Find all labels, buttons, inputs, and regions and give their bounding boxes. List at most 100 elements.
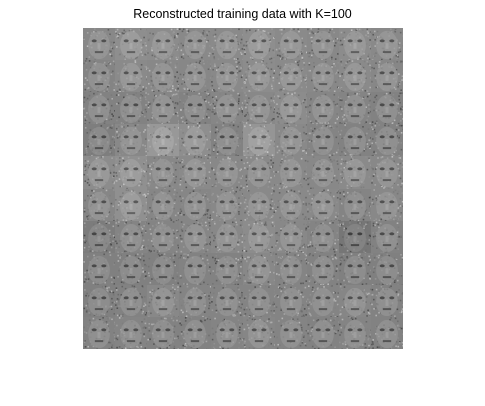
face-tile [147,188,179,222]
face-image [83,28,115,61]
face-tile [339,316,371,349]
face-tile [211,124,243,158]
face-tile [307,156,339,190]
face-image [307,156,339,190]
face-image [211,284,243,318]
face-tile [307,92,339,126]
face-tile [211,156,243,190]
face-image [211,28,243,61]
face-image [275,316,307,349]
face-tile [339,92,371,126]
face-image [115,188,147,222]
face-image [275,252,307,286]
face-image [83,92,115,126]
face-tile [115,188,147,222]
figure-title: Reconstructed training data with K=100 [133,7,352,21]
face-tile [275,124,307,158]
face-tile [371,28,403,61]
face-image [275,28,307,61]
face-image [339,220,371,254]
face-tile [211,284,243,318]
face-tile [179,252,211,286]
face-tile [115,220,147,254]
face-image [275,156,307,190]
face-image [371,60,403,94]
face-image [83,284,115,318]
face-tile [371,60,403,94]
face-tile [115,316,147,349]
face-image [243,60,275,94]
face-image [115,124,147,158]
face-tile [83,28,115,61]
face-image [179,60,211,94]
face-tile [147,252,179,286]
face-tile [179,316,211,349]
face-tile [179,92,211,126]
face-image [115,316,147,349]
face-image [147,60,179,94]
face-tile [275,28,307,61]
face-image [211,60,243,94]
face-image [307,60,339,94]
face-image [179,28,211,61]
face-image [179,220,211,254]
face-tile [115,60,147,94]
face-tile [339,252,371,286]
face-tile [115,124,147,158]
face-image [147,92,179,126]
face-image [83,156,115,190]
face-tile [211,92,243,126]
face-image [371,188,403,222]
face-tile [179,28,211,61]
face-image [275,92,307,126]
face-tile [179,60,211,94]
face-tile [179,188,211,222]
face-tile [339,28,371,61]
face-tile [179,284,211,318]
face-tile [83,316,115,349]
face-tile [147,28,179,61]
face-image [211,188,243,222]
face-tile [339,188,371,222]
face-tile [83,60,115,94]
face-image [179,284,211,318]
face-tile [371,316,403,349]
face-image [115,284,147,318]
face-image [147,252,179,286]
face-tile [83,156,115,190]
face-image [339,316,371,349]
face-tile [115,28,147,61]
face-image [115,156,147,190]
face-tile [275,156,307,190]
face-tile [147,156,179,190]
face-image [339,156,371,190]
face-image [243,124,275,158]
face-tile [371,156,403,190]
face-image [275,124,307,158]
face-tile [211,220,243,254]
face-tile [83,220,115,254]
face-tile [371,252,403,286]
face-tile [147,92,179,126]
face-image [211,156,243,190]
face-tile [115,92,147,126]
face-tile [371,284,403,318]
face-image [371,124,403,158]
face-tile [243,188,275,222]
face-image [307,220,339,254]
face-tile [371,124,403,158]
face-tile [307,124,339,158]
face-image [179,124,211,158]
face-tile [371,92,403,126]
face-tile [307,284,339,318]
face-tile [179,156,211,190]
face-reconstruction-mosaic [83,28,403,349]
face-tile [339,124,371,158]
face-tile [339,284,371,318]
face-image [115,252,147,286]
face-tile [275,60,307,94]
face-image [211,252,243,286]
face-image [115,60,147,94]
face-tile [371,220,403,254]
face-tile [307,220,339,254]
